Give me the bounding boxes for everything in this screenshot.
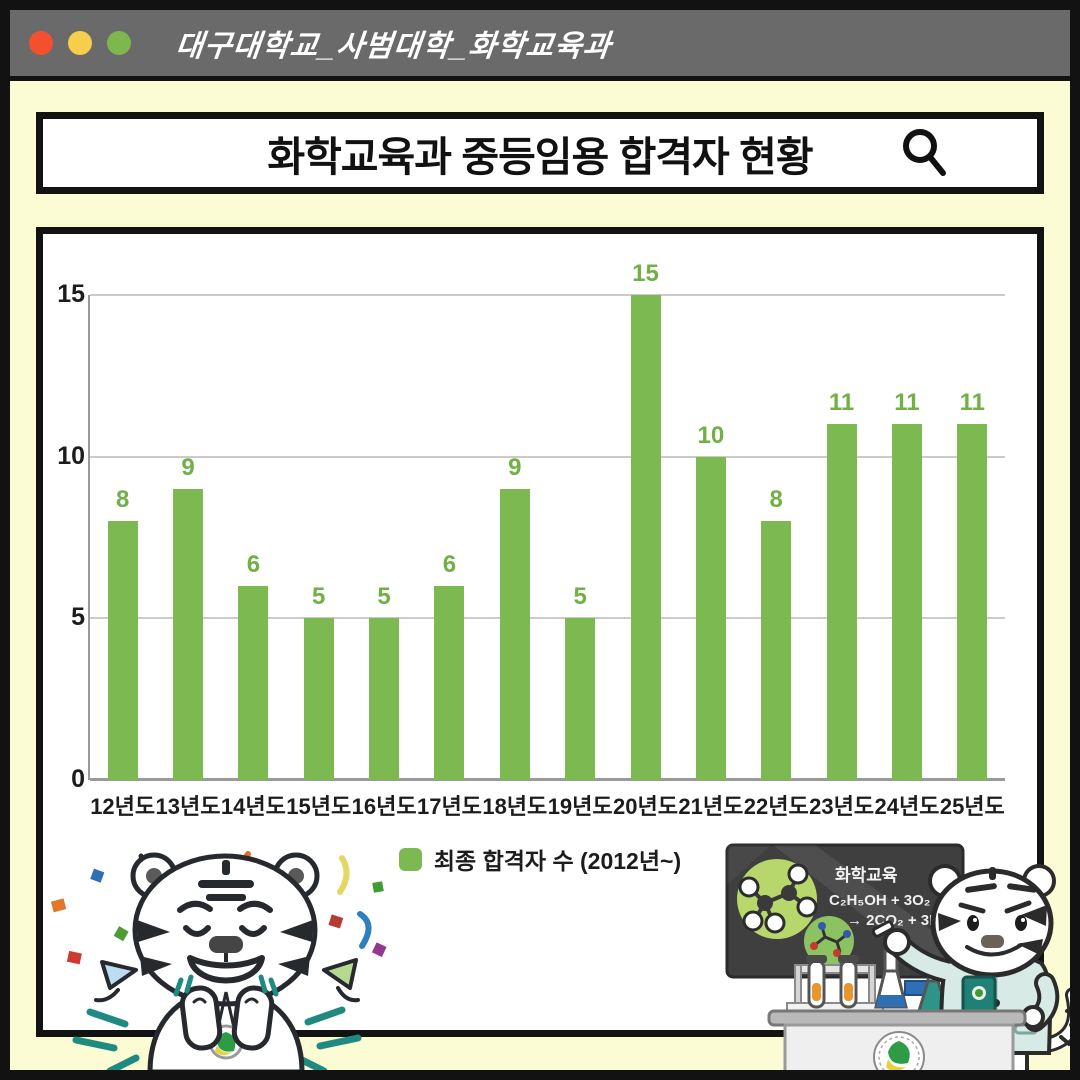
x-tick-label: 25년도 — [939, 794, 1005, 819]
bar-slot: 11 23년도 — [809, 295, 874, 819]
traffic-light-green[interactable] — [107, 31, 131, 55]
blackboard-equation-1: C₂H₅OH + 3O₂ — [829, 892, 930, 909]
y-tick-label: 15 — [57, 280, 85, 308]
bar-value-label: 6 — [442, 551, 457, 578]
bar — [369, 618, 400, 780]
y-tick-label: 10 — [57, 441, 85, 470]
bar — [957, 424, 988, 780]
x-tick-label: 24년도 — [874, 794, 940, 819]
x-tick-label: 19년도 — [547, 794, 613, 819]
traffic-light-yellow[interactable] — [68, 31, 92, 55]
x-tick-label: 21년도 — [678, 794, 744, 819]
traffic-light-red[interactable] — [29, 31, 53, 55]
window-title: 대구대학교_사범대학_화학교육과 — [173, 30, 614, 63]
x-tick-label: 16년도 — [351, 794, 417, 819]
bar-value-label: 11 — [959, 389, 985, 417]
bar-value-label: 9 — [181, 454, 195, 481]
x-tick-label: 17년도 — [416, 794, 482, 819]
y-axis-line — [88, 295, 90, 780]
bar-slot: 6 14년도 — [221, 295, 286, 819]
header-box: 화학교육과 중등임용 합격자 현황 — [36, 112, 1044, 194]
bar-slot: 8 12년도 — [90, 295, 155, 819]
bar — [107, 521, 138, 780]
celebrating-tiger-mascot — [50, 851, 387, 1070]
page-title: 화학교육과 중등임용 합격자 현황 — [267, 134, 813, 180]
bar-value-label: 11 — [828, 389, 855, 417]
bar — [630, 295, 661, 780]
window-titlebar: 대구대학교_사범대학_화학교육과 — [10, 10, 1070, 81]
bar — [173, 489, 204, 780]
bar-slot: 11 24년도 — [874, 295, 939, 819]
bar-slot: 15 20년도 — [613, 260, 678, 819]
legend-swatch — [398, 847, 422, 871]
legend-label: 최종 합격자 수 (2012년~) — [433, 848, 682, 874]
bar-value-label: 6 — [246, 551, 261, 578]
bar-value-label: 15 — [632, 260, 659, 287]
bar-slot: 5 16년도 — [351, 295, 417, 819]
bar — [761, 521, 792, 780]
bar-slot: 5 15년도 — [286, 295, 351, 819]
y-tick-label: 5 — [71, 603, 85, 632]
gridline — [90, 294, 1005, 296]
x-tick-label: 15년도 — [286, 794, 352, 819]
bar-slot: 9 18년도 — [482, 295, 547, 819]
bar-slot: 6 17년도 — [417, 295, 482, 819]
bar-slot: 5 19년도 — [548, 295, 613, 819]
bar-value-label: 5 — [573, 583, 587, 611]
chart-legend: 최종 합격자 수 (2012년~) — [43, 842, 1037, 876]
bar-slot: 10 21년도 — [678, 295, 743, 819]
magnifier-icon[interactable] — [899, 127, 949, 179]
gridline — [90, 617, 1005, 620]
bar-value-label: 10 — [697, 421, 725, 449]
lab-desk — [767, 1009, 1027, 1070]
bar-value-label: 8 — [115, 486, 130, 514]
bar-value-label: 11 — [894, 389, 920, 417]
x-tick-label: 20년도 — [613, 794, 678, 819]
gridline — [90, 455, 1005, 458]
bar-slot: 11 25년도 — [940, 295, 1005, 819]
bar — [565, 618, 596, 780]
x-tick-label: 22년도 — [743, 794, 809, 819]
bar-slot: 9 13년도 — [155, 295, 221, 819]
x-tick-label: 13년도 — [155, 794, 221, 819]
x-tick-label: 23년도 — [809, 794, 875, 819]
y-tick-label: 0 — [71, 765, 85, 793]
bar-chart: 8 12년도 9 13년도 6 14년도 5 15년도 5 16년도 6 17년도 9 18년도 5 19년도… — [88, 260, 1005, 819]
bar — [891, 424, 922, 780]
x-axis-line — [90, 778, 1005, 781]
bar — [826, 424, 857, 780]
x-tick-label: 12년도 — [90, 794, 156, 819]
bar-value-label: 5 — [312, 583, 326, 611]
blackboard-heading: 화학교육 — [835, 866, 898, 885]
bar-value-label: 5 — [377, 583, 391, 611]
bar — [499, 489, 530, 780]
bar — [238, 586, 269, 780]
bar — [303, 618, 334, 780]
bar-slot: 8 22년도 — [744, 295, 809, 819]
x-tick-label: 14년도 — [220, 794, 286, 819]
tiger-professor-scene: 화학교육 C₂H₅OH + 3O₂ → 2CO₂ + 3H₂O — [725, 843, 1070, 1070]
bar-value-label: 8 — [769, 486, 783, 514]
x-tick-label: 18년도 — [482, 794, 548, 819]
bar-value-label: 9 — [508, 454, 522, 481]
bar — [434, 586, 465, 780]
chemistry-glassware — [786, 949, 950, 1013]
bar — [695, 456, 726, 780]
